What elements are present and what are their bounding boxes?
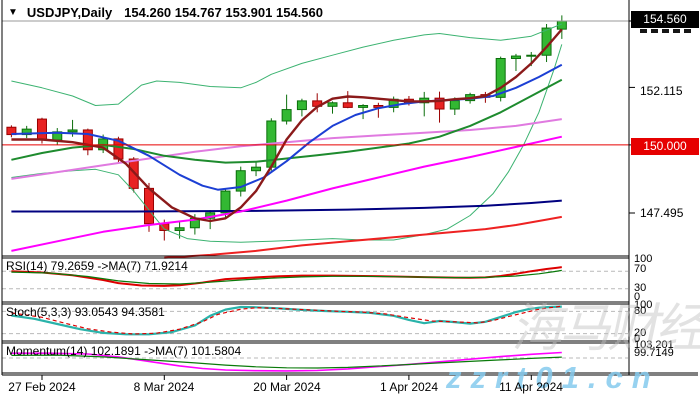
chart-titlebar: ▼ USDJPY,Daily 154.260 154.767 153.901 1… <box>8 5 323 20</box>
date-label: 8 Mar 2024 <box>133 380 195 394</box>
site-watermark: zzrt01.cn <box>446 360 660 395</box>
rsi-scale-70: 70 <box>634 263 647 275</box>
stoch-scale-0: 0 <box>634 333 641 345</box>
brand-watermark: 海马财经 <box>508 300 700 358</box>
rsi-scale-30: 30 <box>634 282 647 294</box>
symbol-timeframe: USDJPY,Daily <box>26 5 113 20</box>
collapse-icon[interactable]: ▼ <box>8 7 18 18</box>
rsi-scale-0: 0 <box>634 291 641 303</box>
rsi-pane-label: RSI(14) 79.2659 ->MA(7) 71.9214 <box>6 259 188 273</box>
price-tick: 147.495 <box>640 206 684 220</box>
stoch-scale-100: 100 <box>634 299 653 311</box>
clipped-price-text <box>640 29 692 33</box>
current-price-badge: 154.560 <box>631 11 699 28</box>
momentum-scale-min: 99.7149 <box>634 347 674 359</box>
stoch-scale-80: 80 <box>634 305 647 317</box>
date-label: 27 Feb 2024 <box>8 380 76 394</box>
stoch-scale-20: 20 <box>634 327 647 339</box>
ohlc-readout: 154.260 154.767 153.901 154.560 <box>124 5 323 20</box>
level-price-badge: 150.000 <box>631 138 699 155</box>
price-tick: 152.115 <box>640 84 683 98</box>
momentum-pane-label: Momentum(14) 102.1891 ->MA(7) 101.5804 <box>6 344 242 358</box>
rsi-scale-100: 100 <box>634 253 653 265</box>
date-label: 11 Apr 2024 <box>499 380 563 394</box>
date-label: 20 Mar 2024 <box>253 380 321 394</box>
stoch-pane-label: Stoch(5,3,3) 93.0543 94.3581 <box>6 305 165 319</box>
momentum-scale-max: 103.201 <box>634 339 674 351</box>
date-label: 1 Apr 2024 <box>379 380 439 394</box>
